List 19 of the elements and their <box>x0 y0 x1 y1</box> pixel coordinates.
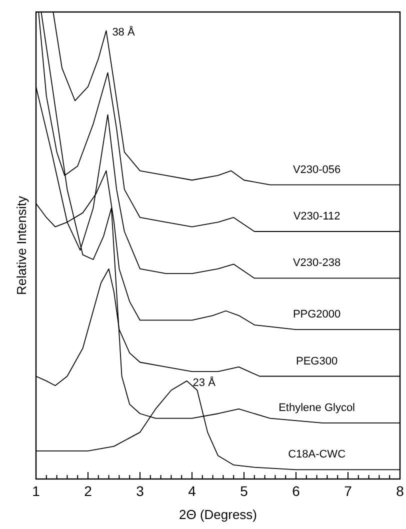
x-tick-label: 2 <box>84 483 92 499</box>
series-label: PPG2000 <box>292 308 341 321</box>
x-tick-label: 3 <box>136 483 144 499</box>
series-label: Ethylene Glycol <box>278 402 356 414</box>
annotation: 23 Å <box>192 376 216 389</box>
x-tick-label: 1 <box>32 483 40 499</box>
x-tick-label: 5 <box>240 483 248 499</box>
x-tick-label: 7 <box>344 483 352 499</box>
series-label: PEG300 <box>296 355 338 368</box>
x-tick-label: 4 <box>188 483 196 499</box>
series-label: V230-056 <box>292 164 341 176</box>
x-tick-label: 8 <box>396 483 404 499</box>
series-label: V230-238 <box>292 257 341 270</box>
x-axis-title: 2Θ (Degress) <box>178 507 258 522</box>
series-label: C18A-CWC <box>288 448 346 461</box>
x-tick-label: 6 <box>292 483 300 499</box>
series-label: V230-112 <box>293 210 340 222</box>
annotation: 38 Å <box>112 26 136 39</box>
y-axis-title: Relative Intensity <box>14 196 29 295</box>
